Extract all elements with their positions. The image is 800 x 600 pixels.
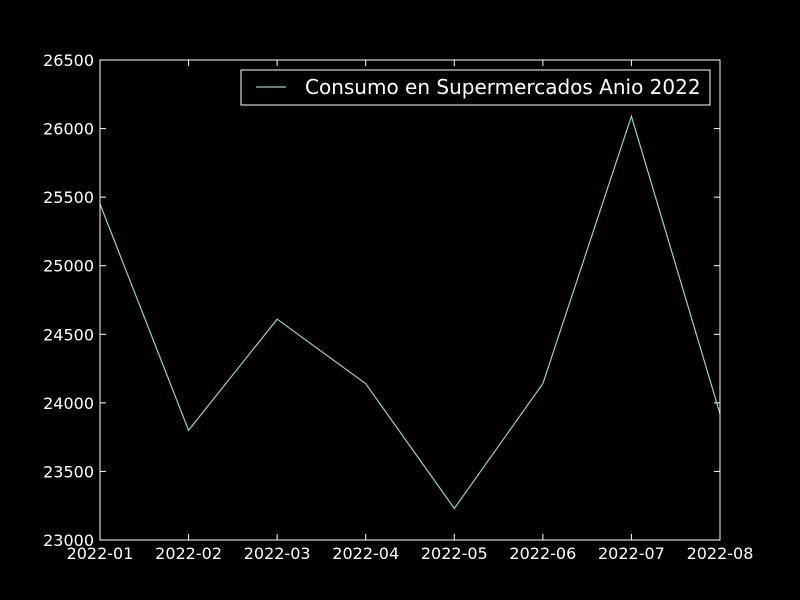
x-tick-label: 2022-04: [332, 544, 399, 563]
x-tick-label: 2022-05: [421, 544, 488, 563]
x-tick-label: 2022-03: [244, 544, 311, 563]
y-tick-label: 26500: [43, 51, 94, 70]
x-tick-label: 2022-07: [598, 544, 665, 563]
series-line: [99, 114, 721, 510]
x-tick-label: 2022-06: [509, 544, 576, 563]
y-tick-label: 26000: [43, 120, 94, 139]
legend-entry-label: Consumo en Supermercados Anio 2022: [305, 75, 701, 99]
x-tick-label: 2022-01: [67, 544, 134, 563]
plot-area: [100, 60, 720, 540]
y-tick-label: 23500: [43, 462, 94, 481]
x-tick-label: 2022-08: [687, 544, 754, 563]
y-tick-label: 23000: [43, 531, 94, 550]
axes-frame: [99, 59, 721, 541]
y-tick-label: 25000: [43, 257, 94, 276]
y-tick-label: 25500: [43, 188, 94, 207]
y-tick-label: 24000: [43, 394, 94, 413]
legend: Consumo en Supermercados Anio 2022: [240, 69, 711, 106]
x-tick-label: 2022-02: [155, 544, 222, 563]
legend-box: [240, 69, 711, 106]
y-tick-label: 24500: [43, 325, 94, 344]
y-axis-ticks: 23000 23500 24000 24500 25000 25500 26000 26500: [43, 51, 720, 550]
x-axis-ticks: 2022-01 2022-02 2022-03 2022-04 2022-05 2022-…: [67, 60, 754, 563]
